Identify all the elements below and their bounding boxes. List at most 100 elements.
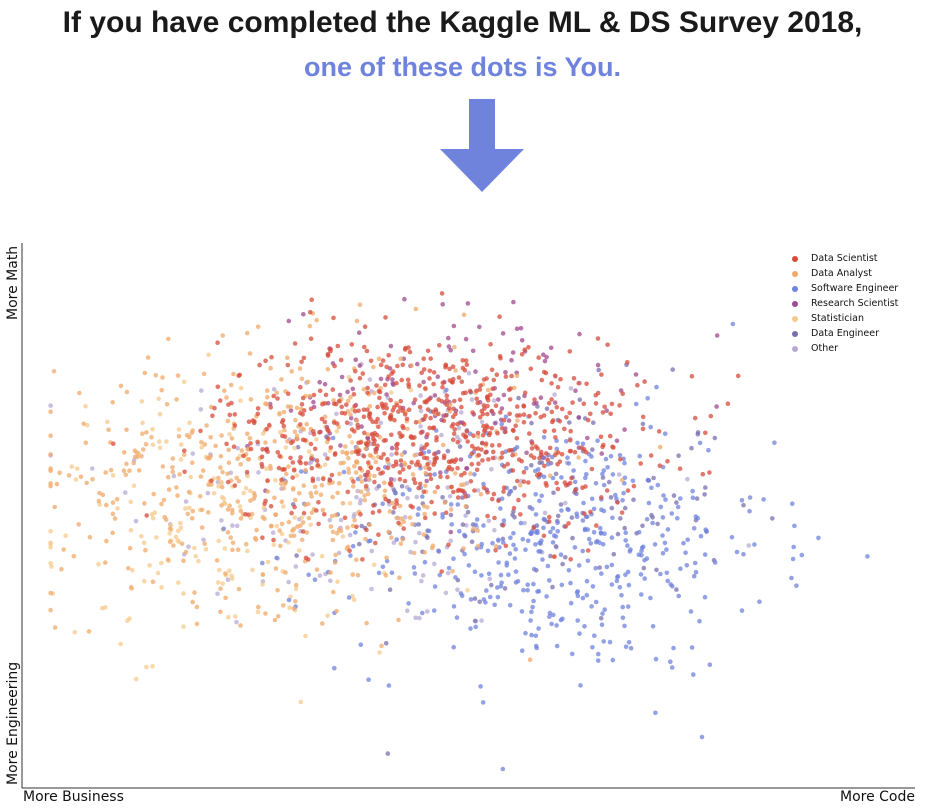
data-point [568,428,573,434]
data-point [388,477,394,482]
data-point [697,440,703,446]
data-point [196,558,201,564]
data-point [415,361,420,367]
data-point [622,525,627,531]
data-point [328,524,334,529]
data-point [658,571,663,577]
data-point [269,354,274,360]
data-point [551,428,557,433]
data-point [300,395,306,401]
data-point [245,431,250,437]
data-point [691,573,697,579]
data-point [358,489,364,495]
data-point [124,461,129,467]
data-point [431,381,436,387]
data-point [575,618,580,623]
data-point [374,432,380,438]
data-point [247,436,253,441]
data-point [537,471,542,477]
data-point [251,496,257,502]
data-point [283,570,288,575]
data-point [277,430,283,435]
data-point [382,488,388,494]
data-point [558,502,564,507]
data-point [245,548,250,554]
data-point [513,547,518,552]
data-point [429,499,434,505]
data-point [371,390,377,396]
data-point [244,330,250,336]
data-point [289,510,294,516]
data-point [464,429,470,434]
data-point [297,366,303,371]
data-point [568,557,573,562]
data-point [288,533,294,539]
data-point [338,443,343,448]
data-point [531,525,536,531]
data-point [734,549,740,555]
data-point [692,415,698,421]
data-point [417,615,422,621]
data-point [410,472,416,477]
data-point [351,597,357,602]
data-point [171,543,176,548]
data-point [538,414,544,420]
data-point [447,402,453,407]
data-point [350,572,356,577]
data-point [468,626,473,631]
data-point [423,413,428,419]
data-point [238,398,243,404]
data-point [500,536,506,542]
data-point [376,570,382,576]
data-point [477,324,482,330]
data-point [425,348,431,354]
data-point [554,623,559,628]
data-point [280,467,285,472]
data-point [438,474,443,480]
data-point [277,528,282,533]
data-point [268,405,274,410]
data-point [690,495,696,501]
data-point [157,411,163,417]
data-point [417,481,423,487]
data-point [425,407,431,412]
data-point [213,443,218,449]
data-point [698,533,704,539]
data-point [602,404,607,410]
data-point [432,451,437,457]
data-point [514,444,520,450]
data-point [292,341,298,346]
data-point [175,373,181,378]
data-point [373,540,378,546]
data-point [498,583,504,589]
data-point [48,590,53,596]
data-point [638,572,644,577]
data-point [712,435,718,441]
data-point [480,411,486,417]
data-point [394,380,399,386]
data-point [230,523,235,528]
data-point [500,523,506,528]
data-point [509,357,514,363]
legend-marker [792,270,798,277]
data-point [105,419,110,425]
data-point [511,428,516,434]
data-point [365,469,371,475]
data-point [398,356,404,362]
data-point [633,401,639,407]
data-point [475,434,481,439]
data-point [537,498,542,504]
data-point [76,522,81,527]
data-point [702,492,707,497]
data-point [340,449,345,455]
data-point [219,433,224,438]
data-point [770,516,775,521]
data-point [547,514,552,520]
data-point [492,515,497,521]
data-point [432,584,438,589]
data-point [139,453,144,459]
data-point [480,440,485,446]
data-point [657,463,663,469]
data-point [338,528,344,534]
data-point [663,497,668,502]
